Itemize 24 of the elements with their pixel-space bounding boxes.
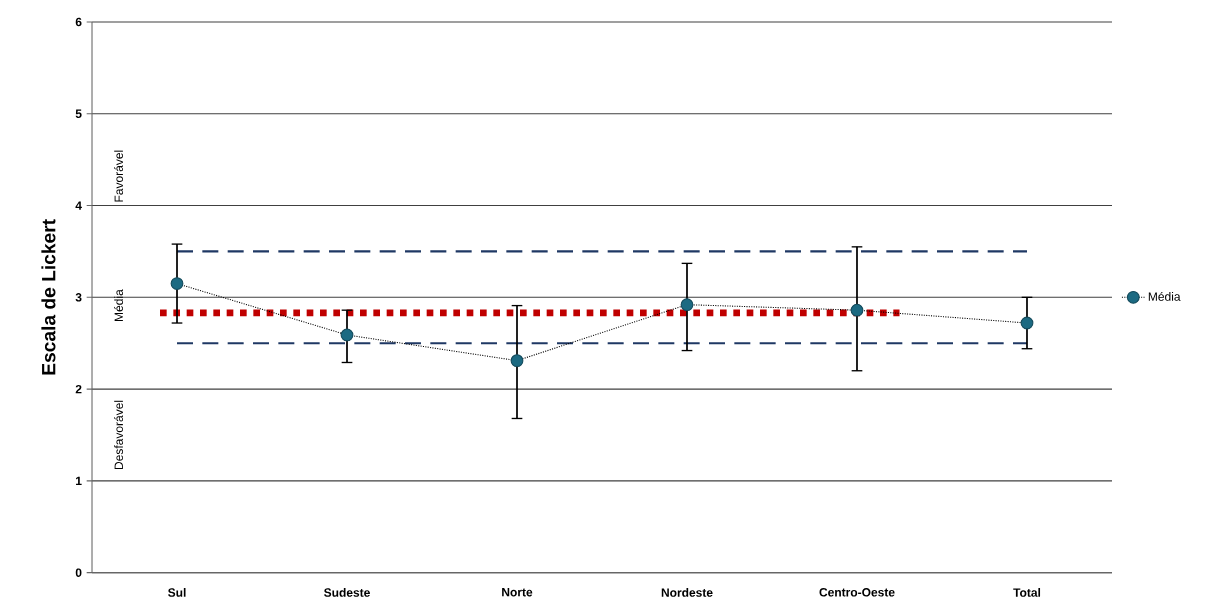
point: [170, 277, 184, 290]
y-tick-label: 3: [75, 293, 82, 302]
x-tick-label: Sudeste: [324, 588, 370, 597]
y-tick-label: 0: [75, 568, 82, 577]
y-tick-label: 1: [76, 476, 82, 485]
y-tick-label: 2: [75, 384, 82, 394]
x-tick-label: Nordeste: [661, 588, 713, 597]
y-tick-label: 4: [75, 201, 82, 210]
point: [1020, 316, 1034, 330]
x-tick-label: Sul: [168, 588, 186, 597]
annotation: Desfavorável: [114, 400, 124, 470]
y-tick-label: 6: [75, 17, 82, 27]
legend-label: Média: [1148, 291, 1181, 301]
y-axis-title: Escala de Lickert: [41, 219, 56, 375]
x-tick-label: Total: [1013, 588, 1041, 597]
annotation: Média: [114, 289, 124, 321]
point: [850, 303, 864, 317]
annotation: Favorável: [114, 150, 124, 202]
y-tick-label: 5: [75, 109, 82, 118]
point: [680, 298, 694, 312]
x-tick-label: Norte: [502, 588, 533, 597]
point: [510, 354, 524, 368]
point: [340, 328, 354, 342]
x-tick-label: Centro-Oeste: [819, 588, 895, 597]
